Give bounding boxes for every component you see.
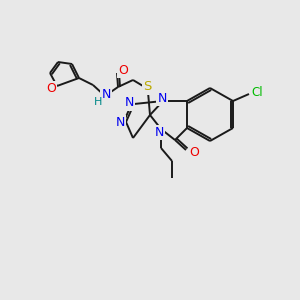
Text: N: N [154,125,164,139]
Text: N: N [115,116,125,128]
Text: N: N [124,97,134,110]
Text: N: N [101,88,111,100]
Text: O: O [118,64,128,76]
Text: Cl: Cl [251,85,263,98]
Text: S: S [143,80,151,94]
Text: O: O [46,82,56,94]
Text: H: H [94,97,102,107]
Text: N: N [157,92,167,104]
Text: O: O [189,146,199,158]
